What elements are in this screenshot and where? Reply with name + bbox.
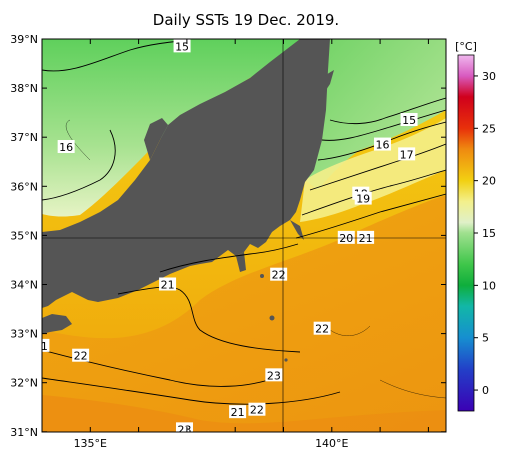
contour-label: 21: [231, 406, 245, 419]
colorbar-ramp: [457, 54, 475, 412]
colorbar-tick-label: 0: [482, 384, 489, 397]
lon-label: 135°E: [74, 437, 107, 450]
lat-label: 35°N: [10, 229, 38, 242]
land-noto: [144, 118, 168, 160]
isotherm-contours-thin: [65, 119, 446, 399]
contour-label: 22: [315, 323, 329, 336]
lat-label: 36°N: [10, 180, 38, 193]
land-shikoku: [42, 314, 72, 334]
land-boso: [290, 220, 304, 240]
colorbar-tick-label: 30: [482, 70, 496, 83]
tohoku-cool: [305, 39, 446, 190]
kuroshio-warm-band: [42, 195, 446, 432]
lon-axis: 135°E 140°E: [41, 39, 429, 450]
lat-lon-grid: [42, 39, 446, 432]
izu-island: [260, 274, 264, 278]
contour-label-bg: [374, 137, 392, 151]
contour-label: 15: [402, 114, 416, 127]
contour-label: 22: [74, 350, 88, 363]
lat-label: 37°N: [10, 131, 38, 144]
contour-label: 21: [359, 232, 373, 245]
contour-label-bg: [248, 402, 266, 416]
southern-warm-band: [42, 395, 446, 432]
contour-label: 16: [59, 141, 73, 154]
colorbar-tick-label: 25: [482, 122, 496, 135]
map-title: Daily SSTs 19 Dec. 2019.: [153, 11, 339, 29]
contour-label: 22: [272, 269, 286, 282]
izu-island: [269, 315, 275, 321]
map-area: 1515161617181920212221221222322212223: [41, 39, 446, 436]
lat-axis: 39°N 38°N 37°N 36°N 35°N 34°N 33°N 32°N 31°N: [10, 33, 446, 439]
colorbar-tick-label: 20: [482, 175, 496, 188]
contour-label: 1: [41, 340, 48, 353]
colorbar-unit: [°C]: [455, 40, 477, 53]
colorbar-ticks: 30 25 20 15 10 5 0: [474, 70, 496, 397]
contour-label-bg: [398, 147, 416, 161]
lat-label: 34°N: [10, 279, 38, 292]
contour-label-bg: [337, 230, 355, 244]
contour-label-bg: [357, 230, 375, 244]
colorbar-tick-label: 15: [482, 227, 496, 240]
contour-label: 22: [250, 404, 264, 417]
colorbar: [°C] 30 25 20 15 10 5 0: [455, 40, 496, 412]
lon-label: 140°E: [315, 437, 348, 450]
contour-label-bg: [72, 348, 90, 362]
contour-label-bg: [159, 277, 177, 291]
contour-label: 21: [161, 279, 175, 292]
contour-label: 20: [339, 232, 353, 245]
lat-label: 39°N: [10, 33, 38, 46]
contour-label: 23: [177, 423, 191, 436]
lat-label: 31°N: [10, 426, 38, 439]
izu-island: [284, 358, 288, 362]
contour-label-bg: [175, 422, 193, 432]
contour-label-bg: [354, 191, 372, 205]
colorbar-tick-label: 10: [482, 279, 496, 292]
colorbar-tick-label: 5: [482, 332, 489, 345]
contour-label: 23: [267, 369, 281, 382]
land-sado: [316, 70, 334, 96]
contour-label: 15: [175, 40, 189, 53]
lat-label: 38°N: [10, 82, 38, 95]
transition-zone: [300, 118, 446, 222]
contour-label: 17: [400, 148, 414, 161]
contour-label-bg: [313, 321, 331, 335]
land-izu: [236, 252, 246, 272]
contour-label: 19: [356, 193, 370, 206]
contour-label-bg: [57, 140, 75, 154]
contour-labels: 1515161617181920212221221222322212223: [41, 39, 418, 436]
land-honshu: [42, 39, 330, 308]
contour-label: 16: [376, 139, 390, 152]
contour-label-bg: [265, 368, 283, 382]
lat-label: 32°N: [10, 377, 38, 390]
contour-label-bg: [400, 113, 418, 127]
contour-label-bg: [173, 39, 191, 53]
lat-label: 33°N: [10, 328, 38, 341]
contour-label-bg: [229, 405, 247, 419]
contour-label-bg: [42, 338, 50, 352]
